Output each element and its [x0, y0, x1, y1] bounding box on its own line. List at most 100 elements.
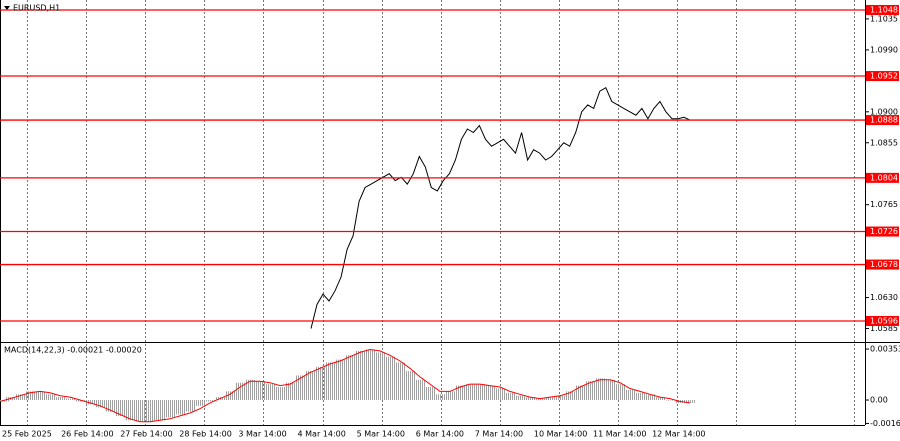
- level-label: 1.0952: [870, 72, 898, 81]
- x-tick-label: 27 Feb 14:00: [120, 430, 172, 439]
- y-tick-label: 1.0765: [870, 200, 898, 209]
- histogram-bar: [115, 400, 125, 416]
- histogram-bar: [605, 379, 615, 401]
- histogram-bar: [505, 392, 515, 401]
- histogram-bar: [445, 391, 455, 401]
- chart-title: EURUSD,H1: [13, 4, 60, 13]
- histogram-bar: [625, 389, 635, 401]
- level-label: 1.0726: [870, 227, 898, 236]
- histogram-bar: [265, 384, 275, 401]
- histogram-bar: [615, 384, 625, 401]
- x-tick-label: 7 Mar 14:00: [475, 430, 523, 439]
- level-label-bg: [866, 115, 899, 126]
- y-tick-label: 0.00: [870, 396, 888, 405]
- histogram-bar: [45, 394, 55, 401]
- y-tick-label: 1.0585: [870, 324, 898, 333]
- histogram-bar: [295, 375, 305, 401]
- histogram-bar: [645, 394, 655, 401]
- histogram-bar: [575, 385, 585, 401]
- x-tick-label: 10 Mar 14:00: [534, 430, 587, 439]
- histogram-bar: [485, 385, 495, 401]
- histogram-bar: [595, 378, 605, 401]
- x-tick-label: 12 Mar 14:00: [652, 430, 705, 439]
- histogram-bar: [525, 397, 535, 401]
- histogram-bar: [85, 400, 95, 405]
- histogram-bar: [565, 391, 575, 401]
- histogram-bar: [345, 355, 355, 401]
- histogram-bar: [305, 371, 315, 401]
- x-tick-label: 5 Mar 14:00: [357, 430, 405, 439]
- x-tick-label: 6 Mar 14:00: [416, 430, 464, 439]
- y-tick-label: 1.0630: [870, 293, 898, 302]
- histogram-bar: [415, 379, 425, 401]
- histogram-bar: [175, 400, 185, 415]
- level-label-bg: [866, 226, 899, 237]
- histogram-bar: [405, 371, 415, 401]
- x-tick-label: 25 Feb 2025: [2, 430, 52, 439]
- histogram-bar: [375, 352, 385, 401]
- histogram-bar: [145, 400, 155, 422]
- histogram-bar: [665, 400, 675, 401]
- indicator-title: MACD(14,22,3) -0.00021 -0.00020: [4, 346, 142, 355]
- histogram-bar: [435, 394, 445, 401]
- histogram-bar: [635, 392, 645, 401]
- histogram-bar: [225, 391, 235, 401]
- histogram-bar: [35, 391, 45, 401]
- histogram-bar: [315, 366, 325, 401]
- y-tick-label: 0.00353: [870, 345, 900, 354]
- histogram-bar: [655, 397, 665, 401]
- level-label: 1.0678: [870, 260, 898, 269]
- histogram-bar: [55, 397, 65, 401]
- histogram-bar: [515, 395, 525, 401]
- histogram-bar: [0, 400, 10, 402]
- histogram-bar: [135, 400, 145, 422]
- y-tick-label: 1.0855: [870, 138, 898, 147]
- y-tick-label: 1.1035: [870, 14, 898, 23]
- histogram-bar: [355, 350, 365, 401]
- histogram-bar: [585, 381, 595, 401]
- y-tick-label: 1.0990: [870, 45, 898, 54]
- histogram-bar: [75, 400, 85, 402]
- histogram-bar: [185, 400, 195, 412]
- level-label-bg: [866, 71, 899, 82]
- level-label-bg: [866, 172, 899, 183]
- histogram-bar: [335, 359, 345, 401]
- level-label-bg: [866, 315, 899, 326]
- x-tick-label: 4 Mar 14:00: [298, 430, 346, 439]
- histogram-bar: [105, 400, 115, 412]
- histogram-bar: [205, 400, 215, 402]
- x-tick-label: 28 Feb 14:00: [179, 430, 231, 439]
- histogram-bar: [395, 362, 405, 401]
- level-label: 1.0804: [870, 173, 898, 182]
- x-tick-label: 11 Mar 14:00: [593, 430, 646, 439]
- histogram-bar: [555, 395, 565, 401]
- histogram-bar: [15, 394, 25, 401]
- histogram-bar: [545, 397, 555, 401]
- histogram-bar: [275, 387, 285, 401]
- level-label-bg: [866, 259, 899, 270]
- y-tick-label: 1.0900: [870, 107, 898, 116]
- histogram-bar: [125, 400, 135, 421]
- symbol-marker: [4, 6, 10, 10]
- histogram-bar: [65, 398, 75, 401]
- histogram-bar: [495, 388, 505, 401]
- histogram-bar: [325, 362, 335, 401]
- histogram-bar: [235, 382, 245, 401]
- histogram-bar: [285, 382, 295, 401]
- histogram-bar: [465, 384, 475, 401]
- level-label: 1.1048: [870, 5, 898, 14]
- level-label: 1.0596: [870, 316, 898, 325]
- histogram-bar: [255, 381, 265, 401]
- x-tick-label: 3 Mar 14:00: [238, 430, 286, 439]
- histogram-bar: [95, 400, 105, 408]
- x-tick-label: 26 Feb 14:00: [61, 430, 113, 439]
- histogram-bar: [685, 400, 695, 403]
- price-line: [310, 86, 691, 329]
- histogram-bar: [385, 356, 395, 401]
- histogram-bar: [425, 387, 435, 401]
- histogram-bar: [25, 391, 35, 401]
- y-tick-label: -0.00162: [870, 419, 900, 428]
- level-label: 1.0888: [870, 116, 898, 125]
